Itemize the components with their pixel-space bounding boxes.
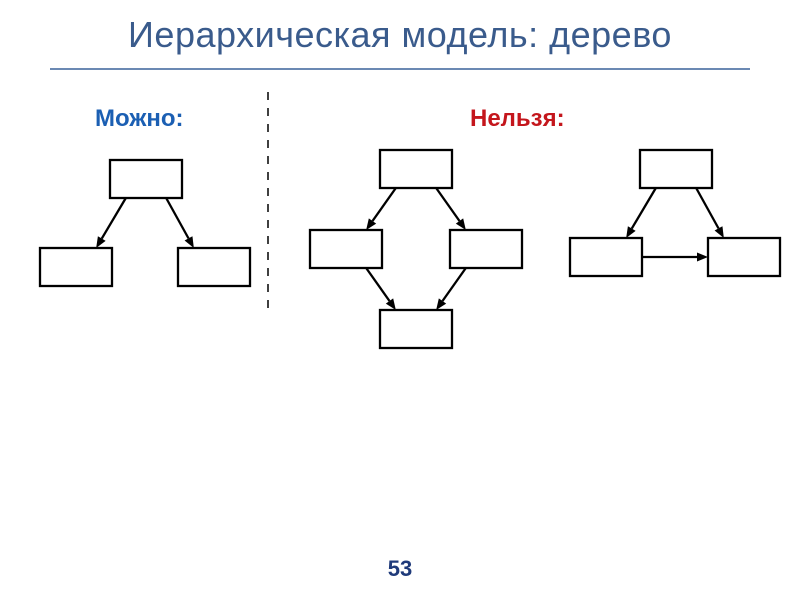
invalid-diamond-edge-1 xyxy=(436,188,459,221)
node-c-root xyxy=(640,150,712,188)
valid-tree-edge-1 xyxy=(166,198,188,238)
invalid-cross-edge-2-head xyxy=(697,253,708,262)
invalid-diamond-edge-0-head xyxy=(366,218,376,230)
node-c-left xyxy=(570,238,642,276)
invalid-diamond-edge-3-head xyxy=(436,298,446,310)
node-d-root xyxy=(380,150,452,188)
invalid-diamond-edge-1-head xyxy=(456,218,466,230)
diagram-canvas xyxy=(0,0,800,600)
node-d-bottom xyxy=(380,310,452,348)
invalid-cross-edge-1 xyxy=(696,188,718,228)
node-v-right xyxy=(178,248,250,286)
slide: Иерархическая модель: дерево Можно: Нель… xyxy=(0,0,800,600)
node-d-right xyxy=(450,230,522,268)
node-d-left xyxy=(310,230,382,268)
invalid-diamond-edge-2 xyxy=(366,268,389,301)
invalid-diamond-edge-2-head xyxy=(386,298,396,310)
node-v-root xyxy=(110,160,182,198)
node-c-right xyxy=(708,238,780,276)
page-number: 53 xyxy=(0,556,800,582)
invalid-diamond-edge-0 xyxy=(373,188,396,221)
valid-tree-edge-0 xyxy=(102,198,126,239)
node-v-left xyxy=(40,248,112,286)
invalid-cross-edge-0 xyxy=(632,188,656,229)
invalid-diamond-edge-3 xyxy=(443,268,466,301)
